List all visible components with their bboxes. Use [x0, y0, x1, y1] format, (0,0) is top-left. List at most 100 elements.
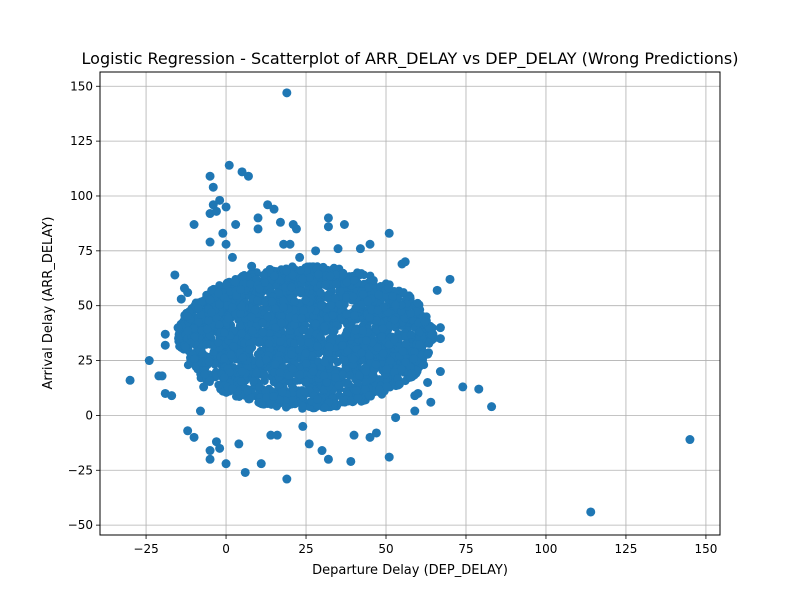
- cluster-point: [285, 371, 294, 380]
- cluster-point: [382, 365, 391, 374]
- cluster-point: [398, 347, 408, 356]
- data-point: [170, 270, 180, 280]
- cluster-point: [296, 265, 305, 275]
- cluster-point: [344, 379, 353, 388]
- data-point: [349, 430, 359, 440]
- data-point: [323, 213, 333, 223]
- data-points: [125, 88, 695, 517]
- cluster-point: [304, 338, 313, 347]
- data-point: [125, 375, 135, 385]
- cluster-point: [423, 350, 433, 359]
- x-tick-label: 50: [378, 542, 393, 556]
- cluster-point: [290, 297, 299, 306]
- cluster-point: [382, 382, 392, 392]
- cluster-point: [295, 345, 304, 354]
- cluster-point: [316, 288, 325, 298]
- data-point: [291, 224, 301, 234]
- data-point: [218, 228, 228, 238]
- data-point: [282, 474, 292, 484]
- cluster-point: [298, 325, 308, 335]
- cluster-point: [230, 277, 240, 287]
- cluster-point: [297, 314, 306, 323]
- data-point: [227, 252, 237, 262]
- data-point: [586, 507, 596, 517]
- cluster-point: [248, 326, 257, 335]
- data-point: [275, 217, 285, 227]
- cluster-point: [365, 313, 374, 322]
- x-tick-label: 150: [694, 542, 717, 556]
- cluster-point: [237, 302, 246, 311]
- cluster-point: [254, 398, 263, 407]
- cluster-point: [316, 332, 325, 342]
- cluster-point: [259, 270, 268, 280]
- cluster-point: [331, 279, 341, 289]
- cluster-point: [342, 278, 351, 287]
- cluster-point: [263, 312, 272, 322]
- cluster-point: [395, 380, 404, 389]
- data-point: [323, 222, 333, 232]
- y-tick-label: −50: [68, 518, 93, 532]
- cluster-point: [249, 377, 258, 386]
- cluster-point: [269, 392, 278, 401]
- cluster-point: [391, 300, 400, 310]
- cluster-point: [298, 274, 307, 284]
- cluster-point: [255, 358, 264, 368]
- data-point: [285, 239, 295, 249]
- data-point: [400, 257, 410, 267]
- cluster-point: [350, 311, 359, 320]
- cluster-point: [258, 328, 268, 337]
- cluster-point: [313, 395, 322, 404]
- cluster-point: [290, 339, 299, 348]
- cluster-point: [355, 269, 364, 278]
- cluster-point: [298, 401, 307, 411]
- data-point: [384, 228, 394, 238]
- x-axis-ticks: −25 0 25 50 75 100 125 150: [133, 535, 717, 556]
- cluster-point: [330, 326, 339, 336]
- cluster-point: [236, 285, 245, 294]
- cluster-point: [204, 316, 213, 325]
- cluster-point: [320, 403, 330, 413]
- cluster-point: [281, 403, 291, 412]
- cluster-point: [406, 309, 415, 318]
- cluster-point: [317, 301, 326, 310]
- y-axis-label: Arrival Delay (ARR_DELAY): [41, 217, 56, 390]
- cluster-point: [183, 360, 193, 370]
- cluster-point: [213, 338, 223, 347]
- cluster-point: [277, 312, 286, 321]
- cluster-point: [261, 386, 271, 396]
- data-point: [487, 402, 497, 412]
- cluster-point: [364, 351, 374, 360]
- cluster-point: [288, 364, 297, 374]
- cluster-point: [183, 326, 193, 336]
- cluster-point: [321, 280, 330, 290]
- cluster-point: [320, 322, 329, 332]
- data-point: [339, 220, 349, 230]
- cluster-point: [352, 386, 361, 395]
- cluster-point: [322, 378, 332, 387]
- cluster-point: [346, 396, 356, 405]
- cluster-point: [255, 284, 264, 294]
- data-point: [157, 371, 167, 381]
- cluster-point: [340, 356, 349, 365]
- y-tick-label: 0: [85, 408, 93, 422]
- cluster-point: [212, 313, 221, 323]
- cluster-point: [374, 290, 384, 300]
- data-point: [221, 459, 231, 469]
- data-point: [253, 213, 263, 223]
- cluster-point: [279, 303, 288, 312]
- data-point: [215, 195, 225, 205]
- cluster-point: [301, 295, 310, 305]
- data-point: [407, 369, 417, 379]
- cluster-point: [385, 356, 395, 365]
- cluster-point: [353, 393, 363, 403]
- cluster-point: [223, 314, 233, 323]
- cluster-point: [207, 286, 216, 295]
- data-point: [234, 439, 244, 449]
- cluster-point: [300, 387, 309, 396]
- data-point: [474, 384, 484, 394]
- cluster-point: [260, 371, 270, 380]
- cluster-point: [401, 358, 410, 367]
- data-point: [269, 204, 279, 214]
- data-point: [144, 356, 154, 366]
- data-point: [205, 454, 215, 464]
